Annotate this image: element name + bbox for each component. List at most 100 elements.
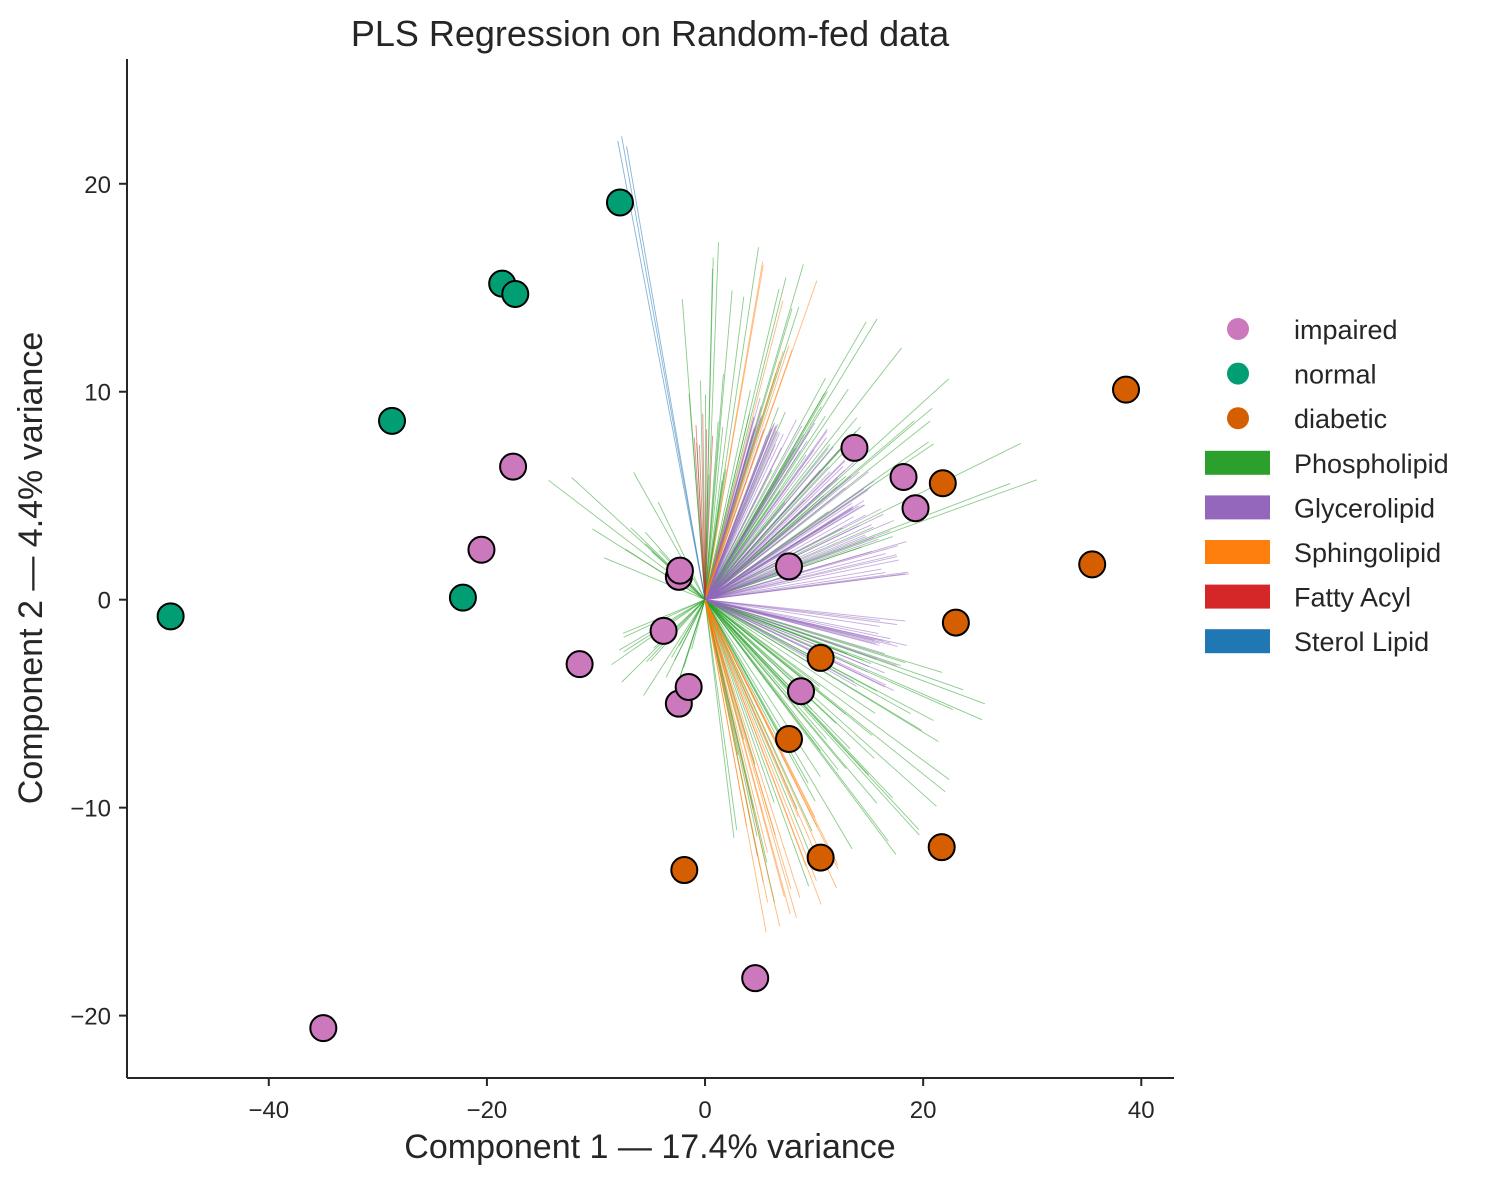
legend-label-normal: normal bbox=[1294, 360, 1377, 390]
point-impaired bbox=[674, 673, 703, 702]
loading-line-glycerolipid bbox=[704, 599, 885, 655]
legend: impaired normal diabetic Phospholipid Glycer… bbox=[1205, 315, 1449, 657]
loading-line-glycerolipid bbox=[704, 506, 854, 601]
loading-line-glycerolipid bbox=[704, 599, 891, 640]
x-tick-label: −20 bbox=[467, 1097, 508, 1124]
loading-line-fatty-acyl bbox=[704, 429, 708, 600]
loading-vectors bbox=[548, 136, 1037, 933]
point-normal bbox=[378, 406, 407, 435]
x-tick-label: 0 bbox=[698, 1097, 711, 1124]
sample-points bbox=[156, 188, 1141, 1043]
loading-line-phospholipid bbox=[704, 599, 738, 831]
loading-line-phospholipid bbox=[704, 321, 867, 600]
point-impaired bbox=[665, 556, 694, 585]
loading-line-phospholipid bbox=[704, 290, 733, 600]
point-diabetic bbox=[941, 608, 970, 637]
loading-line-glycerolipid bbox=[704, 447, 797, 600]
legend-marker-normal bbox=[1227, 362, 1249, 385]
loading-line-sphingolipid bbox=[704, 599, 818, 828]
loading-line-sphingolipid bbox=[704, 599, 837, 889]
loading-line-phospholipid bbox=[671, 599, 706, 658]
loading-line-glycerolipid bbox=[704, 435, 753, 600]
loading-line-phospholipid bbox=[704, 599, 872, 664]
loading-line-phospholipid bbox=[704, 442, 1022, 601]
point-impaired bbox=[565, 650, 594, 679]
loading-line-sterol-lipid bbox=[617, 140, 706, 600]
legend-label-sphingolipid: Sphingolipid bbox=[1294, 538, 1441, 568]
loading-line-phospholipid bbox=[704, 389, 751, 600]
point-impaired bbox=[741, 964, 770, 993]
legend-swatch-fatty-acyl bbox=[1205, 584, 1270, 609]
legend-swatch-glycerolipid bbox=[1205, 495, 1270, 520]
loading-line-sphingolipid bbox=[704, 599, 768, 853]
loading-line-phospholipid bbox=[704, 599, 847, 715]
point-normal bbox=[448, 583, 477, 612]
loading-line-glycerolipid bbox=[704, 504, 866, 601]
loading-line-phospholipid bbox=[704, 599, 827, 740]
loading-line-fatty-acyl bbox=[698, 444, 706, 600]
legend-marker-diabetic bbox=[1227, 407, 1249, 430]
loading-line-phospholipid bbox=[704, 599, 787, 747]
loading-line-glycerolipid bbox=[704, 599, 870, 667]
point-normal bbox=[156, 602, 185, 631]
loading-line-phospholipid bbox=[704, 347, 902, 600]
loading-line-sphingolipid bbox=[704, 599, 822, 905]
loading-line-glycerolipid bbox=[704, 425, 803, 600]
loading-line-phospholipid bbox=[704, 599, 897, 855]
loading-line-phospholipid bbox=[704, 599, 735, 838]
loading-line-sphingolipid bbox=[704, 599, 799, 818]
loading-line-glycerolipid bbox=[704, 599, 880, 627]
loading-line-phospholipid bbox=[683, 599, 706, 668]
loading-line-glycerolipid bbox=[704, 471, 860, 601]
point-diabetic bbox=[670, 856, 699, 885]
loading-line-phospholipid bbox=[603, 557, 706, 601]
loading-line-sterol-lipid bbox=[621, 136, 706, 600]
ticks: −40 −20 0 20 40 −20 −10 0 10 20 bbox=[70, 172, 1154, 1124]
loading-line-glycerolipid bbox=[704, 460, 856, 601]
loading-line-fatty-acyl bbox=[704, 435, 714, 600]
legend-marker-impaired bbox=[1227, 318, 1249, 340]
loading-line-glycerolipid bbox=[704, 422, 775, 600]
point-normal bbox=[605, 188, 634, 217]
axes bbox=[126, 59, 1174, 1079]
loading-line-sphingolipid bbox=[704, 345, 790, 600]
loading-line-phospholipid bbox=[657, 501, 706, 600]
x-tick-label: 40 bbox=[1128, 1097, 1155, 1124]
loading-line-glycerolipid bbox=[704, 466, 829, 600]
loading-line-phospholipid bbox=[704, 599, 920, 836]
loading-line-phospholipid bbox=[691, 599, 706, 650]
loading-line-sphingolipid bbox=[704, 599, 801, 898]
y-tick-label: −20 bbox=[70, 1004, 111, 1031]
loading-line-phospholipid bbox=[704, 242, 719, 600]
loading-line-phospholipid bbox=[704, 599, 950, 781]
loading-line-sphingolipid bbox=[704, 599, 767, 933]
loading-line-glycerolipid bbox=[704, 599, 878, 660]
loading-line-glycerolipid bbox=[704, 432, 781, 600]
legend-swatch-sterol-lipid bbox=[1205, 629, 1270, 654]
y-axis-label: Component 2 — 4.4% variance bbox=[12, 332, 50, 804]
loading-line-phospholipid bbox=[665, 599, 706, 678]
legend-label-fatty-acyl: Fatty Acyl bbox=[1294, 583, 1411, 613]
point-diabetic bbox=[928, 469, 957, 498]
loading-line-phospholipid bbox=[704, 413, 750, 600]
loading-line-glycerolipid bbox=[704, 428, 828, 600]
loading-line-sterol-lipid bbox=[626, 146, 706, 600]
loading-line-glycerolipid bbox=[704, 572, 886, 601]
point-diabetic bbox=[775, 725, 804, 754]
point-impaired bbox=[499, 452, 528, 481]
loading-line-fatty-acyl bbox=[702, 413, 706, 600]
point-impaired bbox=[309, 1014, 338, 1043]
loading-line-sphingolipid bbox=[704, 599, 785, 898]
point-impaired bbox=[775, 552, 804, 581]
loading-line-glycerolipid bbox=[704, 486, 872, 601]
loading-line-phospholipid bbox=[650, 599, 706, 662]
loading-line-phospholipid bbox=[704, 296, 745, 600]
loading-line-sphingolipid bbox=[704, 599, 781, 927]
loading-line-glycerolipid bbox=[704, 599, 857, 687]
loading-line-sphingolipid bbox=[704, 599, 797, 919]
loading-line-phospholipid bbox=[704, 599, 837, 724]
point-impaired bbox=[467, 535, 496, 564]
point-diabetic bbox=[806, 843, 835, 872]
point-diabetic bbox=[1078, 550, 1107, 579]
